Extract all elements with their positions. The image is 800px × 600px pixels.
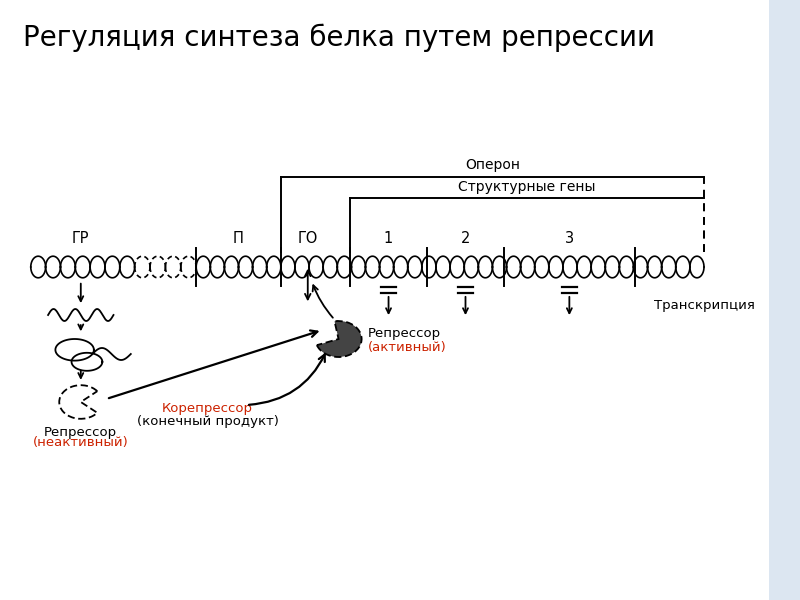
Text: (активный): (активный) (368, 341, 446, 355)
Text: Репрессор: Репрессор (368, 326, 441, 340)
Text: (конечный продукт): (конечный продукт) (137, 415, 278, 428)
Text: ГО: ГО (298, 231, 318, 246)
Text: П: П (233, 231, 244, 246)
Text: 1: 1 (384, 231, 393, 246)
Text: Регуляция синтеза белка путем репрессии: Регуляция синтеза белка путем репрессии (23, 24, 655, 52)
Text: Структурные гены: Структурные гены (458, 181, 596, 194)
Wedge shape (317, 321, 362, 357)
Text: 2: 2 (461, 231, 470, 246)
Text: Корепрессор: Корепрессор (162, 402, 254, 415)
Text: Транскрипция: Транскрипция (654, 299, 755, 313)
Wedge shape (59, 385, 98, 419)
Text: 3: 3 (565, 231, 574, 246)
Text: Оперон: Оперон (465, 158, 520, 172)
Text: Репрессор: Репрессор (44, 426, 118, 439)
Text: ГР: ГР (72, 231, 90, 246)
Text: (неактивный): (неактивный) (33, 436, 129, 449)
